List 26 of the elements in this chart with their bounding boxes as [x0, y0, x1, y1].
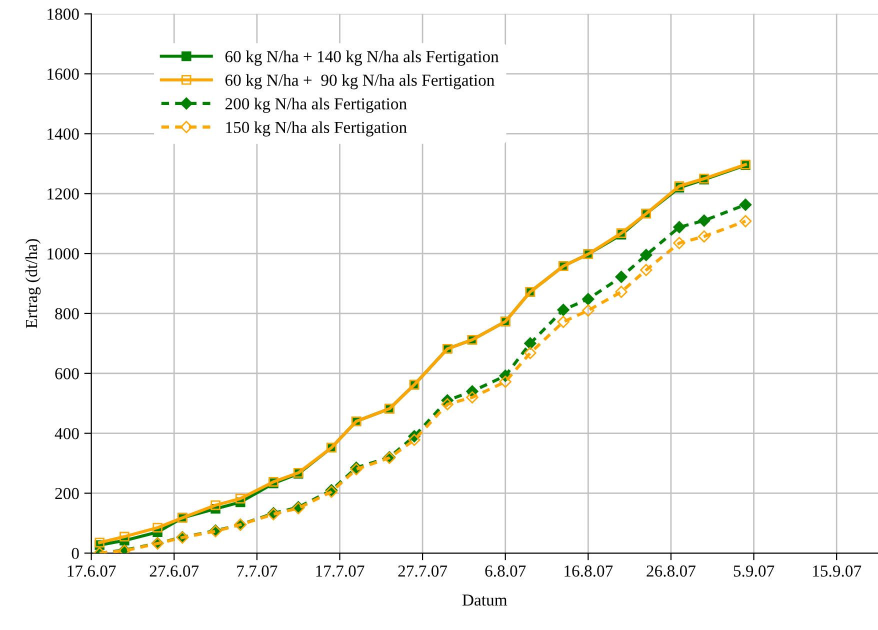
x-tick-label: 17.7.07 — [316, 565, 364, 577]
y-tick-label: 800 — [55, 308, 79, 320]
x-tick-label: 27.6.07 — [150, 565, 199, 577]
y-tick-label: 1200 — [48, 188, 79, 200]
y-tick-label: 1400 — [48, 128, 79, 140]
x-tick-label: 26.8.07 — [646, 565, 696, 577]
legend-label: 60 kg N/ha + 90 kg N/ha als Fertigation — [225, 74, 494, 90]
x-tick-label: 15.9.07 — [813, 565, 862, 577]
y-tick-label: 0 — [72, 548, 79, 560]
y-axis-title: Ertrag (dt/ha) — [25, 239, 41, 328]
x-tick-label: 27.7.07 — [398, 565, 448, 577]
y-tick-label: 400 — [54, 428, 79, 440]
y-tick-label: 600 — [55, 368, 79, 380]
legend-label: 200 kg N/ha als Fertigation — [225, 98, 407, 113]
legend-label: 60 kg N/ha + 140 kg N/ha als Fertigation — [225, 50, 499, 66]
x-tick-label: 6.8.07 — [485, 565, 526, 577]
y-tick-label: 1000 — [48, 248, 79, 260]
x-axis-title: Datum — [462, 594, 508, 606]
x-tick-label: 7.7.07 — [237, 565, 278, 577]
x-tick-label: 5.9.07 — [734, 565, 774, 577]
y-tick-label: 200 — [55, 488, 79, 500]
y-tick-label: 1800 — [48, 8, 79, 20]
legend-label: 150 kg N/ha als Fertigation — [226, 121, 407, 136]
x-tick-label: 17.6.07 — [68, 565, 116, 577]
x-tick-label: 16.8.07 — [564, 565, 613, 577]
y-tick-label: 1600 — [48, 68, 79, 80]
